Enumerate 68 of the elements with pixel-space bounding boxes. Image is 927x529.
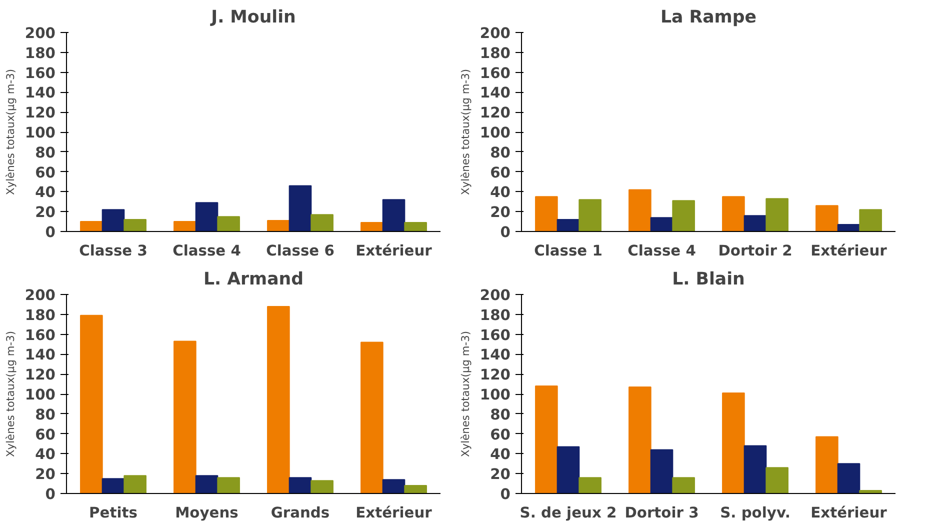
x-tick-label: Grands	[270, 504, 330, 522]
y-tick-label: 100	[24, 386, 56, 404]
y-tick-label: 80	[490, 144, 511, 162]
y-tick-label: 180	[480, 306, 510, 324]
y-tick-label: 200	[24, 287, 56, 304]
x-tick-label: Extérieur	[356, 242, 433, 260]
x-tick-label: Extérieur	[810, 504, 888, 522]
y-tick-label: 60	[490, 426, 511, 444]
x-tick-label: Moyens	[175, 504, 239, 522]
y-tick-label: 200	[480, 287, 510, 304]
y-tick-label: 20	[35, 204, 56, 222]
y-tick-label: 120	[480, 366, 510, 384]
y-tick-label: 40	[35, 446, 56, 464]
y-axis-title: Xylènes totaux(µg m-3)	[458, 330, 472, 458]
y-tick-label: 0	[45, 224, 56, 241]
chart-title: L. Armand	[203, 270, 304, 290]
y-tick-label: 160	[480, 326, 510, 344]
x-tick-label: Extérieur	[810, 242, 888, 260]
y-tick-label: 20	[490, 204, 511, 222]
y-tick-label: 60	[35, 164, 56, 182]
x-tick-label: Classe 4	[172, 242, 241, 260]
y-tick-label: 140	[24, 346, 56, 364]
y-tick-label: 140	[480, 346, 510, 364]
x-tick-label: Dortoir 3	[624, 504, 699, 522]
chart-title: L. Blain	[672, 270, 745, 290]
x-tick-label: S. de jeux 2	[520, 504, 617, 522]
y-tick-label: 160	[24, 64, 56, 82]
y-tick-label: 160	[24, 326, 56, 344]
y-tick-label: 0	[500, 224, 511, 241]
x-tick-label: Extérieur	[356, 504, 433, 522]
y-tick-label: 200	[24, 25, 56, 42]
y-axis-title: Xylènes totaux(µg m-3)	[458, 68, 472, 196]
y-tick-label: 20	[490, 466, 511, 484]
y-tick-label: 100	[24, 124, 56, 142]
x-tick-label: Classe 4	[628, 242, 696, 260]
y-tick-label: 40	[490, 446, 511, 464]
y-tick-label: 20	[35, 466, 56, 484]
y-tick-label: 100	[480, 386, 510, 404]
y-tick-label: 60	[490, 164, 511, 182]
y-tick-label: 40	[490, 184, 511, 202]
y-tick-label: 100	[480, 124, 510, 142]
y-tick-label: 140	[480, 84, 510, 102]
y-tick-label: 120	[480, 104, 510, 122]
y-tick-label: 120	[24, 366, 56, 384]
x-tick-label: S. polyv.	[720, 504, 790, 522]
y-tick-label: 120	[24, 104, 56, 122]
y-axis-title: Xylènes totaux(µg m-3)	[4, 68, 17, 196]
y-tick-label: 160	[480, 64, 510, 82]
y-tick-label: 60	[35, 426, 56, 444]
x-tick-label: Petits	[89, 504, 138, 522]
y-tick-label: 140	[24, 84, 56, 102]
y-tick-label: 200	[480, 25, 510, 42]
y-tick-label: 180	[480, 44, 510, 62]
y-tick-label: 40	[35, 184, 56, 202]
y-tick-label: 80	[35, 406, 56, 424]
y-tick-label: 80	[35, 144, 56, 162]
x-tick-label: Classe 1	[534, 242, 602, 260]
x-tick-label: Dortoir 2	[718, 242, 792, 260]
chart-title: J. Moulin	[210, 8, 296, 28]
y-tick-label: 0	[500, 486, 511, 503]
y-tick-label: 0	[45, 486, 56, 503]
x-tick-label: Classe 6	[266, 242, 334, 260]
y-tick-label: 80	[490, 406, 511, 424]
chart-title: La Rampe	[660, 8, 757, 28]
y-tick-label: 180	[24, 306, 56, 324]
y-tick-label: 180	[24, 44, 56, 62]
y-axis-title: Xylènes totaux(µg m-3)	[4, 330, 17, 458]
x-tick-label: Classe 3	[79, 242, 148, 260]
